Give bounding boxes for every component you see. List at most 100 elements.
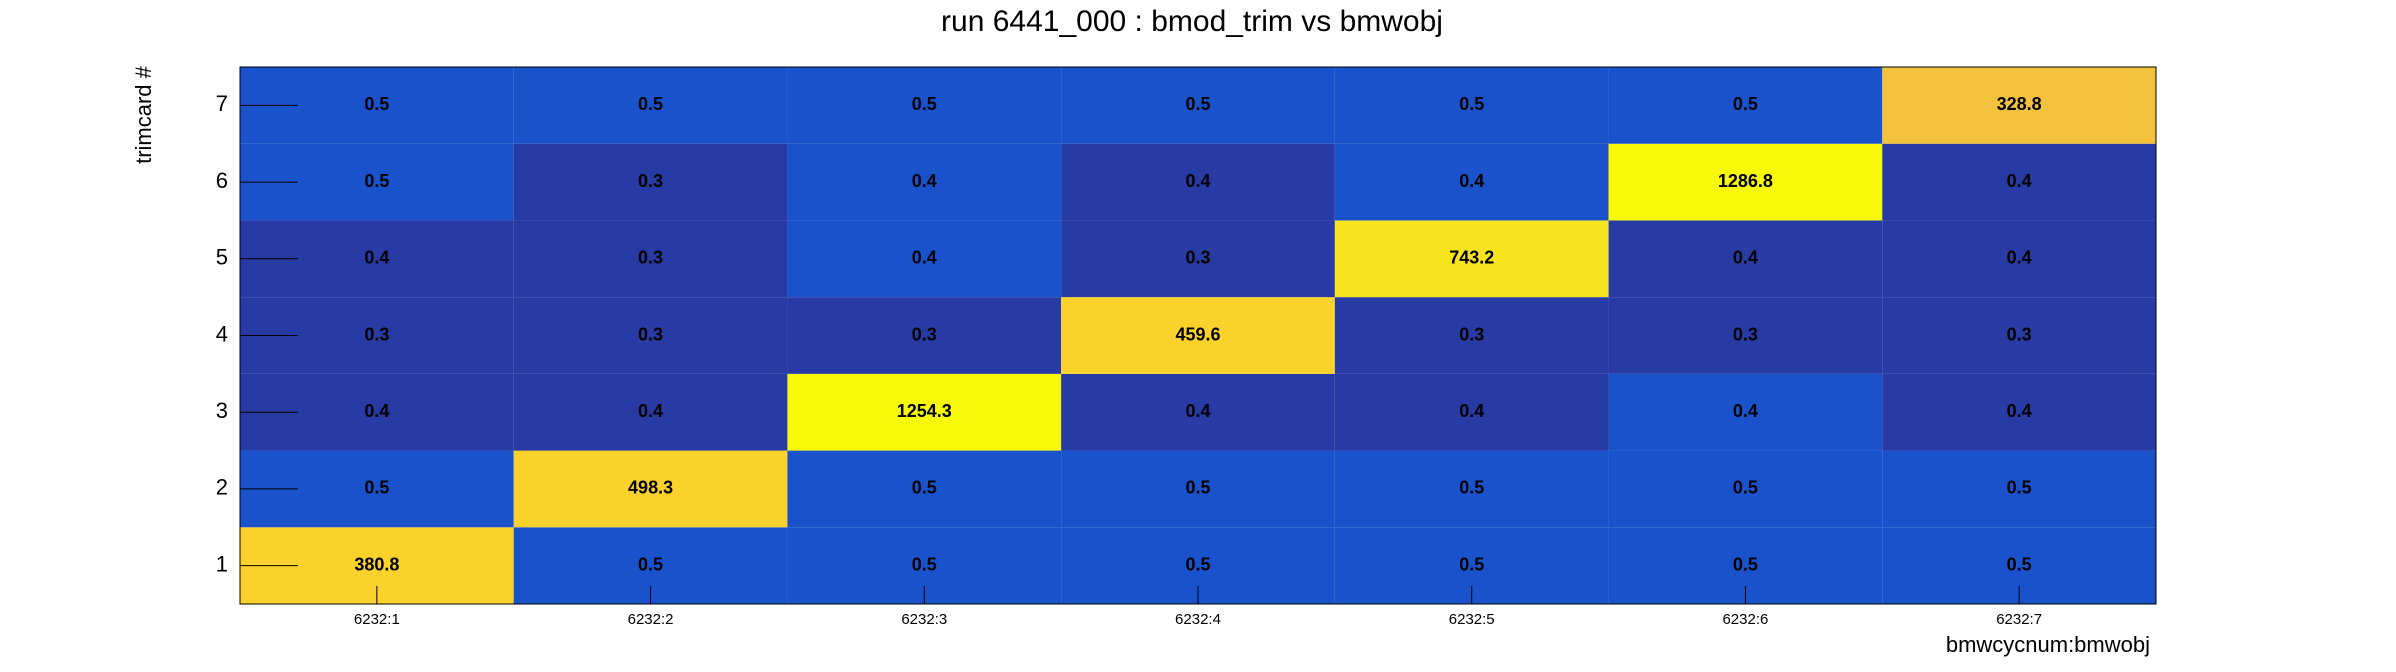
cell-label: 0.3 xyxy=(1733,324,1758,344)
heatmap-cell xyxy=(1061,220,1335,298)
cell-label: 0.4 xyxy=(2007,248,2032,268)
cell-label: 0.3 xyxy=(364,324,389,344)
heatmap-cell xyxy=(1882,297,2156,374)
y-tick-label: 2 xyxy=(216,475,228,500)
heatmap-cell xyxy=(787,67,1062,144)
cell-label: 0.3 xyxy=(638,324,663,344)
cell-label: 0.5 xyxy=(1185,94,1210,114)
y-tick-label: 3 xyxy=(216,398,228,423)
cell-label: 0.4 xyxy=(912,248,937,268)
cell-label: 0.5 xyxy=(638,554,663,574)
y-tick-label: 1 xyxy=(216,551,228,576)
heatmap-cell xyxy=(1608,450,1883,528)
x-tick-label: 6232:3 xyxy=(901,611,947,628)
cell-label: 0.4 xyxy=(364,401,389,421)
cell-label: 0.4 xyxy=(912,171,937,191)
cell-label: 0.5 xyxy=(1459,554,1484,574)
cell-label: 0.3 xyxy=(638,248,663,268)
heatmap-cell xyxy=(513,67,788,144)
cell-label: 0.3 xyxy=(1459,324,1484,344)
cell-label: 743.2 xyxy=(1449,248,1494,268)
heatmap-cell xyxy=(1882,220,2156,298)
heatmap-cell xyxy=(513,143,788,221)
heatmap-cell xyxy=(1334,220,1609,298)
cell-label: 380.8 xyxy=(354,554,399,574)
cell-label: 0.5 xyxy=(1185,554,1210,574)
heatmap-cell xyxy=(1882,67,2156,144)
cell-label: 0.5 xyxy=(1185,478,1210,498)
cell-label: 0.3 xyxy=(638,171,663,191)
cell-label: 1254.3 xyxy=(897,401,952,421)
heatmap-cell xyxy=(1334,373,1609,451)
x-tick-label: 6232:6 xyxy=(1722,611,1768,628)
heatmap-cell xyxy=(787,297,1062,374)
heatmap-cell xyxy=(787,450,1062,528)
chart-title: run 6441_000 : bmod_trim vs bmwobj xyxy=(941,5,1443,38)
x-tick-label: 6232:5 xyxy=(1449,611,1495,628)
heatmap-cell xyxy=(1061,67,1335,144)
heatmap-cell xyxy=(513,373,788,451)
y-tick-label: 4 xyxy=(216,321,228,346)
heatmap-cell xyxy=(1608,373,1883,451)
cell-label: 0.4 xyxy=(638,401,663,421)
cell-label: 0.5 xyxy=(912,94,937,114)
cell-label: 0.5 xyxy=(364,478,389,498)
x-tick-label: 6232:2 xyxy=(628,611,674,628)
cell-label: 0.5 xyxy=(364,171,389,191)
y-tick-label: 5 xyxy=(216,245,228,270)
heatmap-cell xyxy=(1061,450,1335,528)
cell-label: 0.3 xyxy=(912,324,937,344)
heatmap-cell xyxy=(1608,220,1883,298)
cell-label: 0.4 xyxy=(2007,171,2032,191)
cell-label: 0.5 xyxy=(1733,478,1758,498)
heatmap-cell xyxy=(787,373,1062,451)
x-axis-title: bmwcycnum:bmwobj xyxy=(1946,632,2150,657)
heatmap-cell xyxy=(513,450,788,528)
heatmap-cell xyxy=(787,143,1062,221)
heatmap-cell xyxy=(513,220,788,298)
cell-label: 0.5 xyxy=(364,94,389,114)
heatmap-cell xyxy=(1334,143,1609,221)
heatmap-cell xyxy=(1334,450,1609,528)
y-tick-label: 6 xyxy=(216,168,228,193)
cell-label: 459.6 xyxy=(1175,324,1220,344)
cell-label: 0.4 xyxy=(1733,401,1758,421)
cell-label: 0.4 xyxy=(364,248,389,268)
cell-label: 0.5 xyxy=(2007,478,2032,498)
y-axis-title: trimcard # xyxy=(131,65,156,164)
cell-label: 0.4 xyxy=(1733,248,1758,268)
heatmap-cell xyxy=(1882,143,2156,221)
cell-label: 0.5 xyxy=(912,478,937,498)
heatmap-cell xyxy=(1882,450,2156,528)
cell-label: 498.3 xyxy=(628,478,673,498)
cell-label: 0.4 xyxy=(1185,401,1210,421)
cell-label: 328.8 xyxy=(1997,94,2042,114)
cell-label: 0.3 xyxy=(1185,248,1210,268)
x-tick-label: 6232:7 xyxy=(1996,611,2042,628)
heatmap-cell xyxy=(1334,297,1609,374)
cell-label: 0.5 xyxy=(2007,554,2032,574)
cell-label: 0.4 xyxy=(1459,171,1484,191)
heatmap-cell xyxy=(1061,143,1335,221)
heatmap-cell xyxy=(1061,297,1335,374)
heatmap-cell xyxy=(1608,67,1883,144)
heatmap-cell xyxy=(513,297,788,374)
cell-label: 0.4 xyxy=(1185,171,1210,191)
y-tick-label: 7 xyxy=(216,91,228,116)
cell-label: 0.4 xyxy=(2007,401,2032,421)
cell-label: 1286.8 xyxy=(1718,171,1773,191)
heatmap-cell xyxy=(1608,297,1883,374)
cell-label: 0.5 xyxy=(1459,478,1484,498)
cell-label: 0.5 xyxy=(1733,554,1758,574)
heatmap-cell xyxy=(1882,373,2156,451)
heatmap-cell xyxy=(1608,143,1883,221)
cell-label: 0.5 xyxy=(1459,94,1484,114)
heatmap-cell xyxy=(1061,373,1335,451)
x-tick-label: 6232:4 xyxy=(1175,611,1221,628)
heatmap-cell xyxy=(1334,67,1609,144)
cell-label: 0.5 xyxy=(638,94,663,114)
cell-label: 0.5 xyxy=(912,554,937,574)
cell-label: 0.4 xyxy=(1459,401,1484,421)
x-tick-label: 6232:1 xyxy=(354,611,400,628)
